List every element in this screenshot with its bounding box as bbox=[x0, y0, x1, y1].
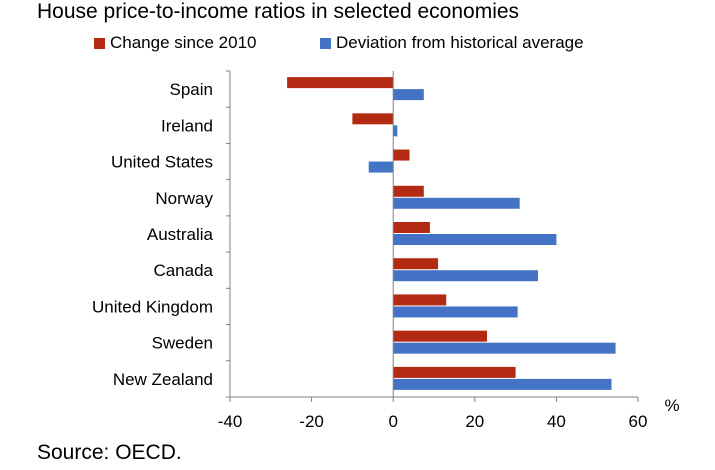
category-label-australia: Australia bbox=[147, 225, 214, 244]
bar-ireland-deviation bbox=[393, 125, 398, 137]
bar-ireland-change-since-2010 bbox=[352, 113, 394, 125]
bar-united-kingdom-change-since-2010 bbox=[393, 294, 447, 306]
bar-canada-change-since-2010 bbox=[393, 258, 439, 270]
bar-sweden-deviation bbox=[393, 342, 616, 354]
x-tick-label: 20 bbox=[465, 412, 484, 431]
legend-item-change-since-2010: Change since 2010 bbox=[94, 33, 257, 53]
bar-united-states-deviation bbox=[368, 161, 394, 173]
category-label-united-kingdom: United Kingdom bbox=[92, 297, 213, 316]
category-label-norway: Norway bbox=[155, 189, 213, 208]
bar-australia-deviation bbox=[393, 234, 557, 245]
category-label-sweden: Sweden bbox=[152, 334, 213, 353]
bar-australia-change-since-2010 bbox=[393, 222, 430, 233]
category-label-united-states: United States bbox=[111, 153, 213, 172]
bar-norway-change-since-2010 bbox=[393, 185, 424, 197]
legend-swatch-deviation bbox=[320, 37, 331, 49]
bar-norway-deviation bbox=[393, 197, 520, 209]
bar-spain-change-since-2010 bbox=[287, 77, 394, 89]
legend-label-change: Change since 2010 bbox=[110, 33, 257, 52]
bar-united-states-change-since-2010 bbox=[393, 149, 410, 161]
legend-label-deviation: Deviation from historical average bbox=[336, 33, 584, 52]
bar-canada-deviation bbox=[393, 270, 539, 282]
source-note: Source: OECD. bbox=[37, 441, 182, 464]
chart-title: House price-to-income ratios in selected… bbox=[37, 0, 520, 23]
bar-united-kingdom-deviation bbox=[393, 306, 518, 318]
x-tick-label: -40 bbox=[218, 412, 243, 431]
bar-new-zealand-change-since-2010 bbox=[393, 366, 516, 378]
chart-legend: Change since 2010 Deviation from histori… bbox=[0, 33, 715, 55]
category-label-ireland: Ireland bbox=[161, 116, 213, 135]
legend-item-deviation-from-historical-average: Deviation from historical average bbox=[320, 33, 584, 53]
x-tick-label: -20 bbox=[299, 412, 324, 431]
labels-group: Spain Ireland United States Norway Australia… bbox=[92, 80, 680, 431]
bar-spain-deviation bbox=[393, 89, 424, 101]
bar-sweden-change-since-2010 bbox=[393, 330, 488, 342]
legend-swatch-change bbox=[94, 37, 105, 49]
x-tick-label: 40 bbox=[547, 412, 566, 431]
x-tick-label: 0 bbox=[388, 412, 397, 431]
axes-group bbox=[226, 70, 639, 402]
bars-group bbox=[287, 77, 616, 390]
category-label-spain: Spain bbox=[170, 80, 213, 99]
x-tick-label: 60 bbox=[629, 412, 648, 431]
bar-new-zealand-deviation bbox=[393, 378, 612, 390]
x-unit-label: % bbox=[664, 396, 679, 415]
category-label-new-zealand: New Zealand bbox=[113, 370, 213, 389]
category-label-canada: Canada bbox=[153, 261, 213, 280]
